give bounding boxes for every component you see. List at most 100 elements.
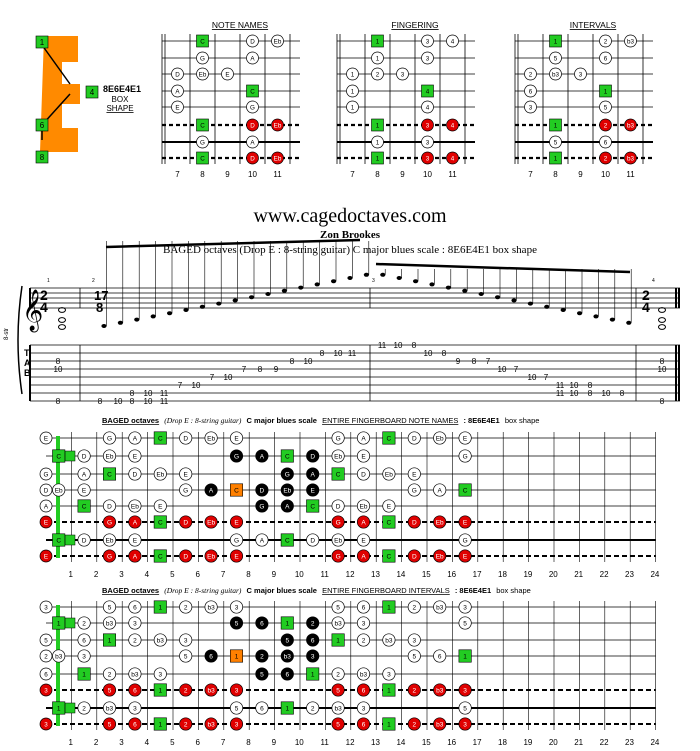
board-dot — [280, 616, 294, 630]
board-dot — [153, 431, 167, 445]
board-dot — [280, 701, 294, 715]
board-dot-label: 1 — [57, 706, 61, 713]
board-dot-label: Eb — [385, 472, 393, 479]
board-fret-number: 2 — [94, 570, 99, 579]
board-dot — [153, 499, 167, 513]
board-dot — [382, 515, 396, 529]
board-dot-label: C — [387, 554, 392, 561]
notation-score: 8-str 𝄞 2 4 17 8 2 4 T A B 1 2 3 4810881088… — [4, 238, 680, 406]
board-dot-label: C — [56, 454, 61, 461]
tab-number: 10 — [658, 365, 667, 374]
panel-dot — [246, 84, 259, 98]
board-dot-label: 3 — [412, 638, 416, 645]
panel-dot-label: 1 — [554, 123, 558, 130]
board-dot-label: D — [82, 454, 87, 461]
board-dot-label: 6 — [362, 605, 366, 612]
board-dot-label: 2 — [82, 621, 86, 628]
panel-dot — [196, 151, 209, 165]
board-open-dot — [64, 450, 76, 462]
board-dot — [102, 515, 117, 529]
board-dot — [306, 467, 320, 481]
board-open-dot — [39, 683, 53, 697]
board-dot-label: G — [412, 488, 417, 495]
board-dot-label: 6 — [133, 605, 137, 612]
board-dot-label: 5 — [260, 672, 264, 679]
board-dot — [255, 667, 269, 681]
board-dot-label: E — [133, 538, 138, 545]
panel-dot-label: 3 — [426, 39, 430, 46]
panel-dot — [421, 135, 434, 149]
board-dot — [382, 633, 396, 647]
board-dot-label: E — [463, 554, 468, 561]
board-open-dot — [39, 515, 53, 529]
board-fret-number: 16 — [447, 570, 456, 579]
board-dot-label: G — [107, 554, 112, 561]
panel-fret-number: 9 — [225, 170, 230, 179]
board2-title-e: : 8E6E4E1 — [455, 586, 491, 595]
board-dot-label: D — [107, 504, 112, 511]
board-dot-label: D — [412, 436, 417, 443]
panel-dot-label: 4 — [451, 156, 455, 163]
board-dot-label: D — [183, 436, 188, 443]
board-dot-label: b3 — [207, 688, 215, 695]
panel-dot-label: b3 — [627, 123, 635, 130]
board-open-dot — [39, 667, 53, 681]
board-open-dot-label: E — [44, 554, 48, 561]
panel-dot — [271, 151, 284, 165]
tab-number: 8 — [442, 349, 447, 358]
panel-dot — [624, 34, 637, 48]
board-dot — [229, 533, 244, 547]
board-dot — [128, 717, 142, 731]
board-dot — [407, 483, 421, 497]
board-dot-label: 5 — [108, 722, 112, 729]
board-dot — [356, 431, 371, 445]
tab-number: 10 — [498, 365, 507, 374]
note-head — [511, 298, 517, 303]
note-head — [101, 324, 107, 328]
board-dot — [280, 449, 294, 463]
panel-dot-label: 1 — [376, 56, 380, 63]
board-dot-label: 1 — [57, 621, 61, 628]
board-dot-label: D — [336, 504, 341, 511]
board-dot-label: E — [234, 554, 239, 561]
board-dot — [128, 431, 142, 445]
panel-title-2: FINGERING — [391, 20, 438, 30]
note-head — [298, 285, 304, 290]
panel-dot-label: 2 — [376, 72, 380, 79]
note-head — [232, 298, 238, 303]
board-fret-number: 14 — [396, 738, 405, 746]
board-dot — [255, 701, 269, 715]
board-dot-label: C — [463, 488, 468, 495]
board-dot-label: b3 — [334, 621, 342, 628]
panel-dot-label: 6 — [529, 89, 533, 96]
board-dot-label: 3 — [463, 605, 467, 612]
e-arrow-1 — [41, 44, 71, 85]
board-dot — [102, 549, 117, 563]
author: Zon Brookes — [320, 229, 381, 241]
board-dot-label: b3 — [385, 638, 393, 645]
board-dot-label: 2 — [311, 621, 315, 628]
board-dot — [280, 649, 294, 663]
board-dot-label: 6 — [260, 706, 264, 713]
board-dot-label: Eb — [106, 538, 114, 545]
panel-dot-label: D — [250, 39, 255, 46]
board-dot — [77, 533, 91, 547]
panel-dot — [346, 84, 359, 98]
panel-dot — [346, 67, 359, 81]
measure-number: 4 — [652, 278, 655, 284]
board-dot — [306, 649, 320, 663]
panel-dot — [599, 151, 612, 165]
board-dot — [458, 431, 472, 445]
board-title-b: (Drop E : 8-string guitar) — [164, 416, 242, 425]
note-head — [249, 295, 255, 300]
note-head — [429, 282, 435, 287]
e-shape-diagram: 1 4 6 8 8E6E4E1 BOX SHAPE — [35, 35, 141, 164]
tab-number: 8 — [98, 397, 103, 406]
board-dot — [204, 549, 218, 563]
board-dot-label: C — [158, 554, 163, 561]
panel-dot — [246, 34, 259, 48]
board-dot — [356, 667, 371, 681]
board-dot-label: 5 — [336, 688, 340, 695]
panel-fret-number: 9 — [578, 170, 583, 179]
time-sig2-top: 2 — [642, 287, 650, 303]
